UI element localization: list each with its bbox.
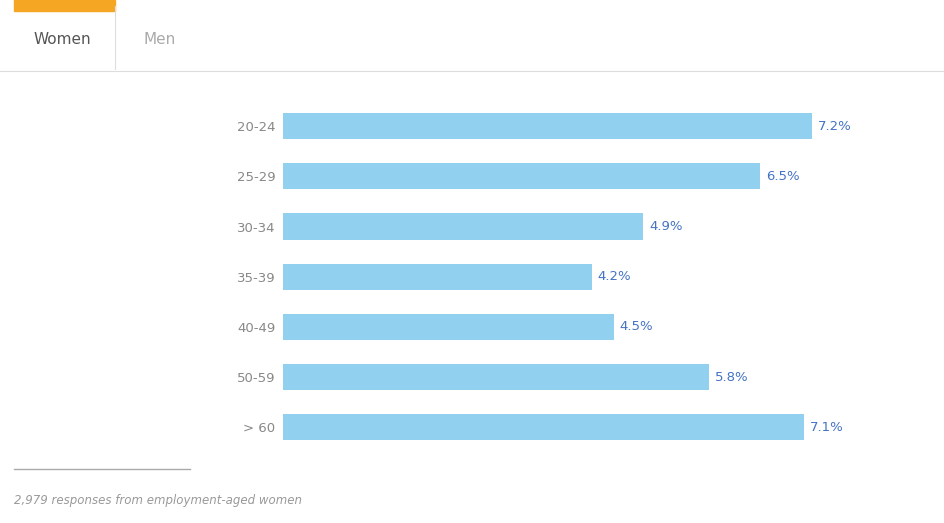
- Bar: [14, 0, 115, 10]
- Bar: [283, 264, 591, 290]
- Bar: [283, 163, 760, 189]
- Bar: [283, 414, 803, 440]
- Bar: [283, 314, 613, 340]
- Text: 4.5%: 4.5%: [619, 321, 652, 334]
- Text: Men: Men: [143, 31, 176, 47]
- Text: Women: Women: [33, 31, 91, 47]
- Text: 5.8%: 5.8%: [715, 371, 748, 384]
- Text: 4.2%: 4.2%: [597, 270, 631, 283]
- Text: 7.1%: 7.1%: [810, 421, 843, 434]
- Text: 4.9%: 4.9%: [649, 220, 682, 233]
- Text: 7.2%: 7.2%: [817, 120, 851, 132]
- Text: 2,979 responses from employment-aged women: 2,979 responses from employment-aged wom…: [14, 494, 302, 507]
- Bar: [283, 213, 642, 240]
- Bar: [283, 113, 811, 139]
- Text: 6.5%: 6.5%: [766, 170, 799, 183]
- Bar: [283, 364, 708, 390]
